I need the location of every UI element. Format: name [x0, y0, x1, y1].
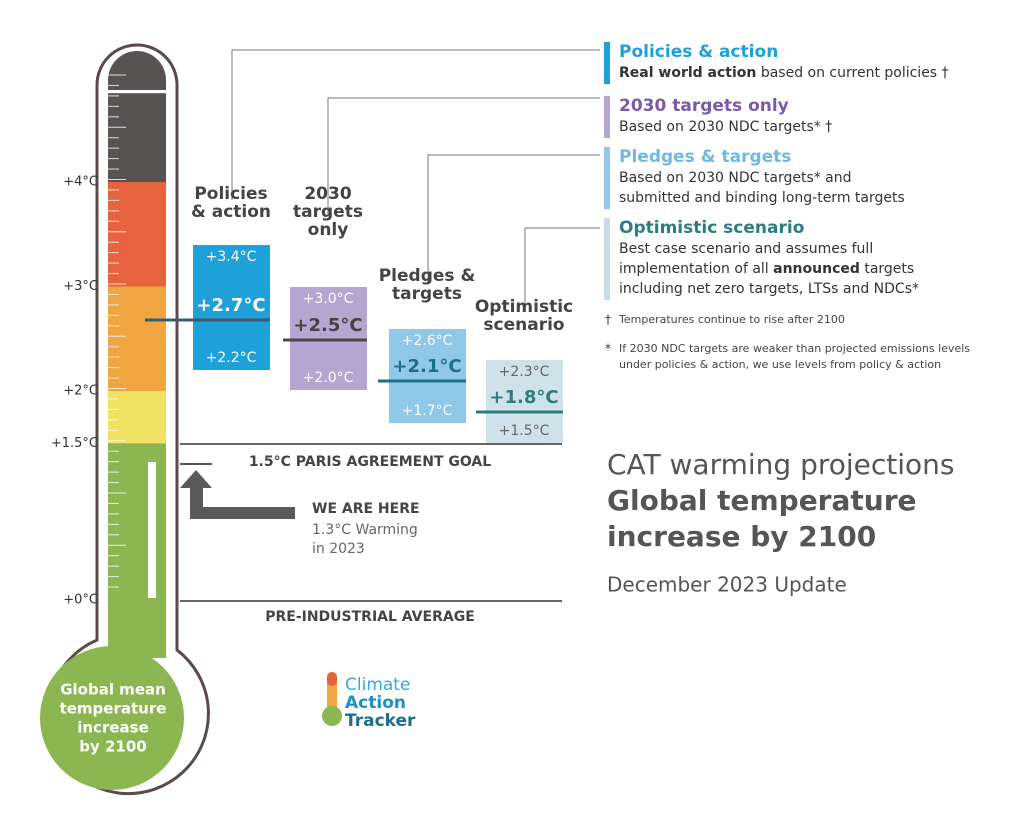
scenario-title: 2030: [304, 184, 351, 204]
scenario-mid: +2.7°C: [196, 295, 265, 316]
legend-title: Optimistic scenario: [619, 218, 804, 238]
heading-update: December 2023 Update: [607, 573, 847, 597]
legend-bar: [604, 42, 610, 84]
bulb: [40, 646, 184, 790]
scenario-title: targets: [293, 202, 363, 222]
legend-text: Based on 2030 NDC targets* and: [619, 170, 852, 186]
scenario-mid: +2.1°C: [392, 356, 461, 377]
logo-bulb: [322, 706, 342, 726]
scenario-high: +2.6°C: [402, 333, 453, 349]
legend-segment: implementation of all: [619, 261, 773, 277]
mercury-highlight: [148, 462, 156, 598]
footnote-symbol: †: [605, 313, 611, 327]
here-title: WE ARE HERE: [312, 501, 420, 517]
scenario-range: [193, 245, 270, 370]
legend-segment: announced: [773, 261, 860, 277]
scenario-low: +2.0°C: [303, 370, 354, 386]
bulb-label: by 2100: [79, 738, 147, 756]
legend-bar: [604, 218, 610, 300]
logo-text: Tracker: [345, 711, 416, 731]
scenario-low: +1.5°C: [499, 423, 550, 439]
footnote: under policies & action, we use levels f…: [619, 358, 941, 371]
thermo-band: [108, 286, 166, 391]
legend-title: Policies & action: [619, 42, 778, 62]
legend-segment: Based on 2030 NDC targets* and: [619, 170, 852, 186]
scenario-title: targets: [392, 284, 462, 304]
scenario-high: +2.3°C: [499, 364, 550, 380]
connector: [327, 97, 600, 215]
scenario-range: [389, 329, 466, 423]
scenario-title: & action: [191, 202, 271, 222]
legend-segment: Real world action: [619, 65, 756, 81]
legend-segment: based on current policies †: [756, 65, 948, 81]
bulb-label: Global mean: [60, 681, 166, 699]
connector: [231, 49, 600, 200]
connector: [427, 154, 600, 282]
logo-text: Action: [345, 693, 406, 713]
legend-text: Real world action based on current polic…: [619, 65, 949, 81]
scenario-title: only: [308, 220, 349, 240]
logo-text: Climate: [345, 675, 410, 695]
legend-bar: [604, 147, 610, 209]
legend-text: including net zero targets, LTSs and NDC…: [619, 281, 919, 297]
thermo-band: [108, 443, 166, 600]
legend-segment: including net zero targets, LTSs and NDC…: [619, 281, 919, 297]
footnote-symbol: *: [605, 342, 611, 356]
legend-segment: Based on 2030 NDC targets* †: [619, 119, 832, 135]
scenario-low: +2.2°C: [206, 350, 257, 366]
footnote: Temperatures continue to rise after 2100: [618, 313, 845, 326]
bulb-label: temperature: [60, 700, 167, 718]
scale-label: +3°C: [63, 279, 98, 294]
goal-label: 1.5°C PARIS AGREEMENT GOAL: [249, 454, 491, 470]
scale-label: +4°C: [63, 175, 98, 190]
legend-title: Pledges & targets: [619, 147, 791, 167]
heading-light: CAT warming projections: [607, 448, 955, 481]
legend-text: implementation of all announced targets: [619, 261, 914, 277]
here-text: 1.3°C Warming: [312, 522, 418, 538]
scenario-low: +1.7°C: [402, 403, 453, 419]
scenario-high: +3.4°C: [206, 249, 257, 265]
legend-text: Best case scenario and assumes full: [619, 241, 873, 257]
legend-segment: Best case scenario and assumes full: [619, 241, 873, 257]
scenario-title: Policies: [194, 184, 267, 204]
now-arrow: [180, 470, 295, 519]
scenario-mid: +1.8°C: [489, 387, 558, 408]
scenario-mid: +2.5°C: [293, 315, 362, 336]
legend-title: 2030 targets only: [619, 96, 789, 116]
connector: [524, 227, 600, 312]
footnote: If 2030 NDC targets are weaker than proj…: [619, 342, 970, 355]
heading-bold: increase by 2100: [607, 520, 876, 553]
thermo-band: [108, 182, 166, 287]
legend-text: submitted and binding long-term targets: [619, 190, 905, 206]
scale-label: +1.5°C: [51, 436, 98, 451]
legend-segment: submitted and binding long-term targets: [619, 190, 905, 206]
legend-bar: [604, 96, 610, 138]
legend-text: Based on 2030 NDC targets* †: [619, 119, 832, 135]
scale-label: +0°C: [63, 593, 98, 608]
legend-segment: targets: [860, 261, 914, 277]
scenario-title: scenario: [483, 315, 564, 335]
scale-label: +2°C: [63, 384, 98, 399]
here-text: in 2023: [312, 541, 365, 557]
heading-bold: Global temperature: [607, 484, 917, 517]
thermo-band: [108, 391, 166, 444]
scenario-title: Optimistic: [475, 297, 573, 317]
scenario-range: [486, 360, 563, 443]
thermo-top: [108, 51, 166, 90]
logo-top: [327, 672, 337, 686]
scenario-high: +3.0°C: [303, 291, 354, 307]
scenario-title: Pledges &: [379, 266, 476, 286]
bulb-label: increase: [77, 719, 149, 737]
baseline-label: PRE-INDUSTRIAL AVERAGE: [265, 609, 475, 625]
